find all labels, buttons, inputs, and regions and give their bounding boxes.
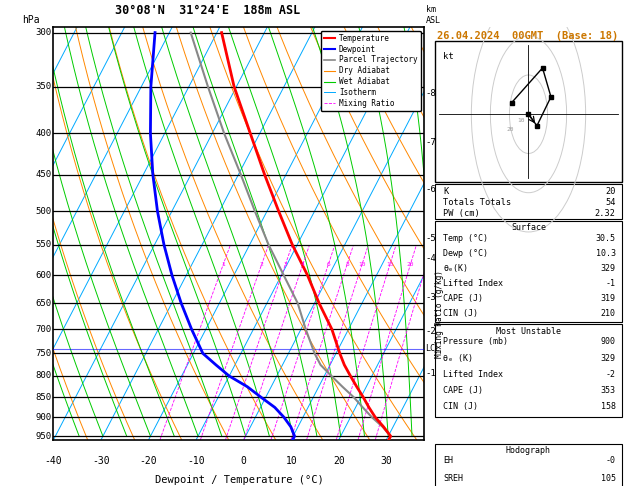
Text: SREH: SREH xyxy=(443,474,464,483)
Text: 210: 210 xyxy=(601,309,616,318)
Text: 6: 6 xyxy=(326,262,330,267)
Text: Temp (°C): Temp (°C) xyxy=(443,234,488,243)
Text: 10: 10 xyxy=(286,456,297,467)
Text: 8: 8 xyxy=(345,262,349,267)
Text: EH: EH xyxy=(443,456,454,466)
Text: 0: 0 xyxy=(241,456,247,467)
Text: 10.3: 10.3 xyxy=(596,249,616,258)
Text: -10: -10 xyxy=(187,456,205,467)
Text: -6: -6 xyxy=(425,185,436,194)
Text: Dewp (°C): Dewp (°C) xyxy=(443,249,488,258)
Legend: Temperature, Dewpoint, Parcel Trajectory, Dry Adiabat, Wet Adiabat, Isotherm, Mi: Temperature, Dewpoint, Parcel Trajectory… xyxy=(321,31,421,111)
Text: hPa: hPa xyxy=(22,15,40,25)
Text: -0: -0 xyxy=(606,456,616,466)
Text: -30: -30 xyxy=(92,456,110,467)
Bar xyxy=(435,324,621,417)
Bar xyxy=(435,221,621,322)
Text: -4: -4 xyxy=(425,254,436,263)
Bar xyxy=(435,184,621,219)
Text: CIN (J): CIN (J) xyxy=(443,309,478,318)
Text: 400: 400 xyxy=(35,129,52,138)
Text: K: K xyxy=(443,187,448,196)
Text: 1: 1 xyxy=(221,262,225,267)
Text: -8: -8 xyxy=(425,89,436,98)
Text: Lifted Index: Lifted Index xyxy=(443,370,503,379)
Text: -20: -20 xyxy=(140,456,157,467)
Text: kt: kt xyxy=(443,52,454,61)
Text: 15: 15 xyxy=(386,262,394,267)
Bar xyxy=(435,444,621,486)
Text: 329: 329 xyxy=(601,354,616,363)
Text: Totals Totals: Totals Totals xyxy=(443,198,511,207)
Text: 20: 20 xyxy=(333,456,345,467)
Text: 850: 850 xyxy=(35,393,52,402)
Text: Surface: Surface xyxy=(511,224,546,232)
Text: 900: 900 xyxy=(35,413,52,422)
Text: 30°08'N  31°24'E  188m ASL: 30°08'N 31°24'E 188m ASL xyxy=(115,4,300,17)
Text: km
ASL: km ASL xyxy=(426,5,441,25)
Text: Lifted Index: Lifted Index xyxy=(443,279,503,288)
Text: 26.04.2024  00GMT  (Base: 18): 26.04.2024 00GMT (Base: 18) xyxy=(437,31,618,41)
Text: 30.5: 30.5 xyxy=(596,234,616,243)
Text: LCL: LCL xyxy=(425,344,440,353)
Text: 105: 105 xyxy=(601,474,616,483)
Text: 300: 300 xyxy=(35,28,52,37)
Text: 319: 319 xyxy=(601,294,616,303)
Text: 500: 500 xyxy=(35,207,52,216)
Text: 20: 20 xyxy=(507,127,515,132)
Text: 353: 353 xyxy=(601,386,616,395)
Text: 800: 800 xyxy=(35,371,52,381)
Text: -1: -1 xyxy=(425,369,436,378)
Text: 3: 3 xyxy=(284,262,287,267)
Text: 20: 20 xyxy=(407,262,415,267)
Text: 4: 4 xyxy=(301,262,304,267)
Text: 450: 450 xyxy=(35,170,52,179)
Text: Mixing Ratio (g/kg): Mixing Ratio (g/kg) xyxy=(435,270,443,358)
Text: 329: 329 xyxy=(601,264,616,273)
Text: θₑ(K): θₑ(K) xyxy=(443,264,468,273)
Text: 20: 20 xyxy=(605,187,616,196)
Text: -1: -1 xyxy=(606,279,616,288)
Text: -3: -3 xyxy=(425,293,436,302)
Text: -2: -2 xyxy=(606,370,616,379)
Text: CIN (J): CIN (J) xyxy=(443,402,478,412)
Text: 750: 750 xyxy=(35,349,52,358)
Text: Most Unstable: Most Unstable xyxy=(496,327,561,336)
Text: Pressure (mb): Pressure (mb) xyxy=(443,337,508,347)
Text: 2.32: 2.32 xyxy=(594,209,616,218)
Bar xyxy=(435,41,621,182)
Text: 350: 350 xyxy=(35,82,52,91)
Text: 2: 2 xyxy=(260,262,264,267)
Text: 550: 550 xyxy=(35,240,52,249)
Text: 54: 54 xyxy=(605,198,616,207)
Text: 700: 700 xyxy=(35,325,52,334)
Text: Hodograph: Hodograph xyxy=(506,447,551,455)
Text: CAPE (J): CAPE (J) xyxy=(443,386,483,395)
Text: CAPE (J): CAPE (J) xyxy=(443,294,483,303)
Text: 30: 30 xyxy=(381,456,392,467)
Text: 10: 10 xyxy=(359,262,366,267)
Text: 900: 900 xyxy=(601,337,616,347)
Text: Dewpoint / Temperature (°C): Dewpoint / Temperature (°C) xyxy=(155,475,323,485)
Text: -5: -5 xyxy=(425,234,436,243)
Text: θₑ (K): θₑ (K) xyxy=(443,354,473,363)
Text: 650: 650 xyxy=(35,299,52,308)
Text: 10: 10 xyxy=(517,118,525,123)
Text: -40: -40 xyxy=(45,456,62,467)
Text: PW (cm): PW (cm) xyxy=(443,209,480,218)
Text: 950: 950 xyxy=(35,432,52,441)
Text: -2: -2 xyxy=(425,327,436,336)
Text: 600: 600 xyxy=(35,271,52,280)
Text: -7: -7 xyxy=(425,139,436,147)
Text: 158: 158 xyxy=(601,402,616,412)
